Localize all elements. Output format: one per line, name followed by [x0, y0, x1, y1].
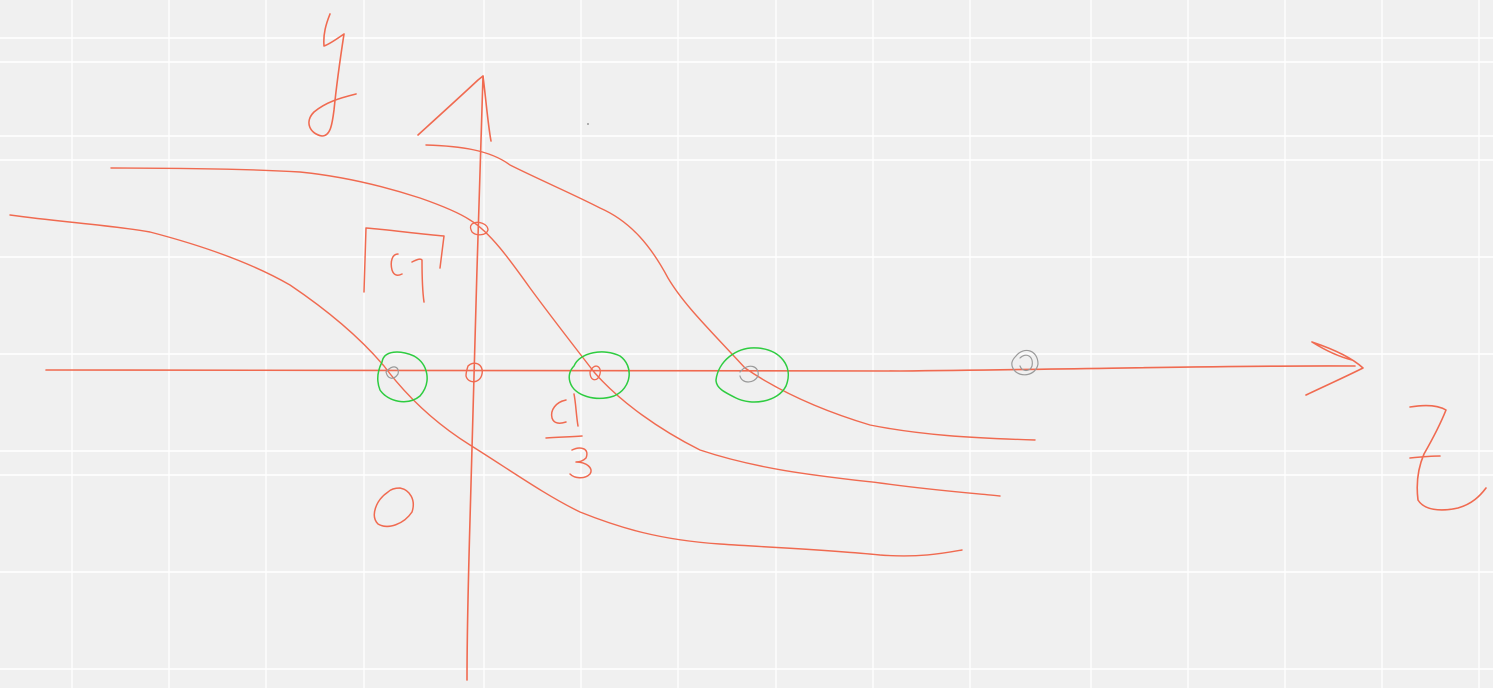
- annotation-fraction-c1-over-3: [545, 393, 592, 479]
- z-axis-label-glyph: [1409, 404, 1487, 511]
- marker-curve-left-crossing: [377, 351, 428, 403]
- vertical-axis-arrowhead: [417, 75, 492, 142]
- curve-middle: [110, 167, 1001, 497]
- marker-curve-middle-crossing: [568, 351, 630, 400]
- marker-far-right: [1011, 349, 1039, 376]
- marker-curve-right-crossing: [715, 347, 789, 403]
- curve-left: [9, 214, 963, 557]
- curve-right: [425, 144, 1036, 441]
- annotation-zero: [373, 487, 414, 528]
- y-axis-label-glyph: [308, 13, 357, 137]
- stray-dot: [587, 123, 589, 125]
- vertical-axis: [466, 75, 484, 681]
- annotation-bracket-c1: [363, 227, 445, 303]
- marker-origin: [465, 362, 483, 383]
- marker-vertical-axis-crossing: [469, 221, 489, 236]
- horizontal-axis-arrowhead: [1305, 341, 1364, 396]
- horizontal-axis: [45, 365, 1356, 373]
